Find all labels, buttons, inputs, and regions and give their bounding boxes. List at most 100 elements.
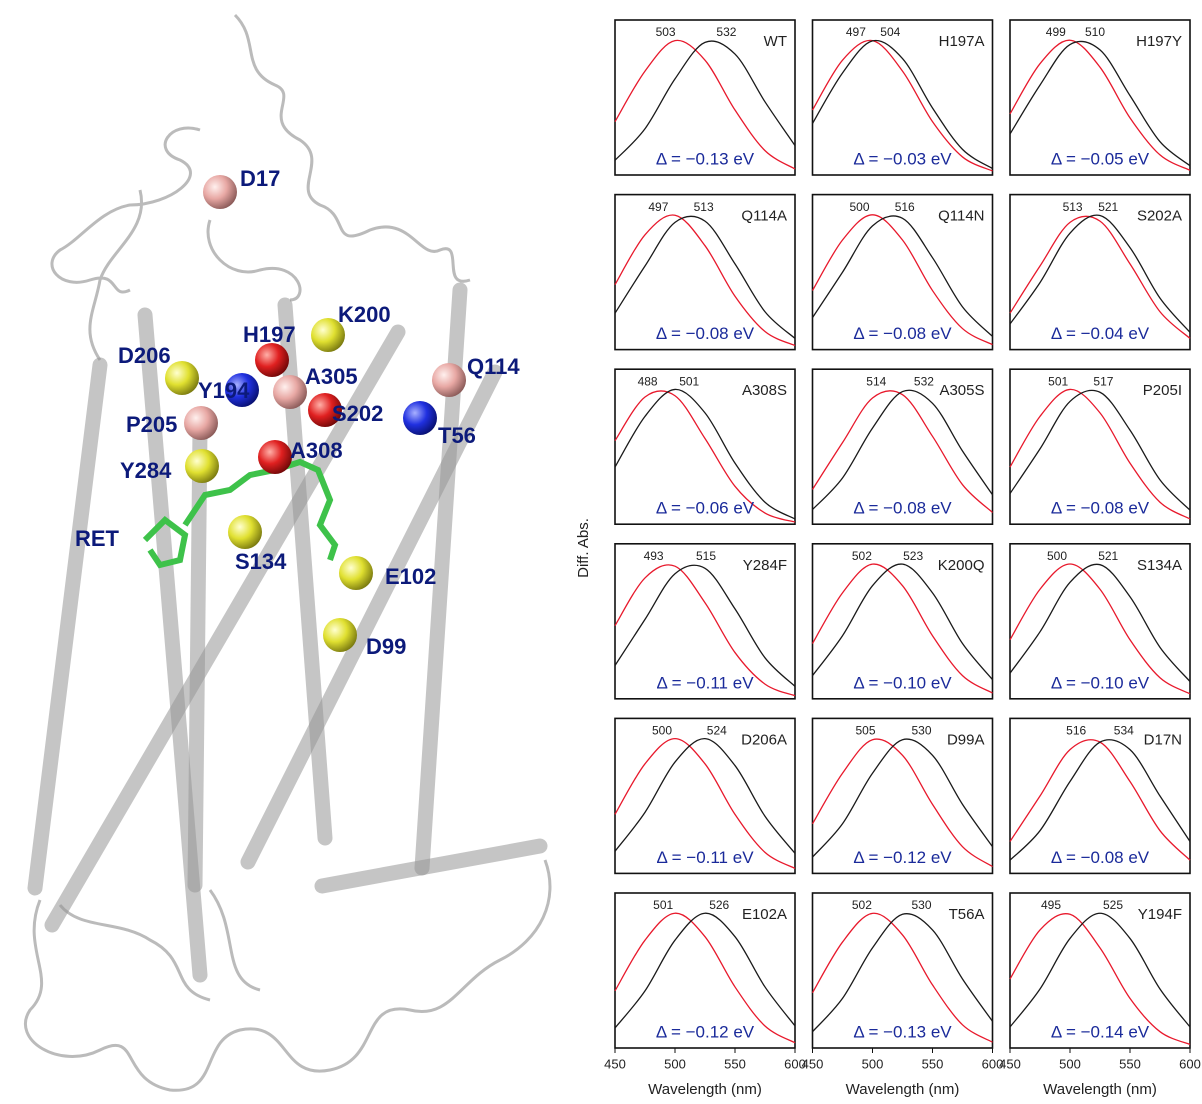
- peak-label: 521: [1098, 549, 1118, 563]
- delta-annotation: Δ = −0.12 eV: [853, 848, 952, 867]
- panel-title: K200Q: [938, 557, 985, 574]
- spectrum-line: [615, 41, 795, 160]
- peak-label: 500: [652, 724, 672, 738]
- panel-title: WT: [764, 33, 787, 50]
- peak-label: 499: [1046, 25, 1066, 39]
- residue-label: D17: [240, 166, 280, 191]
- peak-label: 513: [694, 200, 714, 214]
- residue-label: Q114: [467, 354, 520, 379]
- y-axis-label: Diff. Abs.: [575, 518, 592, 578]
- delta-annotation: Δ = −0.11 eV: [656, 848, 754, 867]
- residue-sphere: [273, 375, 307, 409]
- x-tick-label: 550: [1119, 1056, 1141, 1071]
- delta-annotation: Δ = −0.08 eV: [853, 324, 952, 343]
- delta-annotation: Δ = −0.03 eV: [853, 149, 952, 168]
- residue-label: Y194: [198, 378, 250, 403]
- peak-label: 510: [1085, 25, 1105, 39]
- peak-label: 534: [1114, 724, 1134, 738]
- spectrum-line: [813, 391, 993, 513]
- x-tick-label: 450: [604, 1056, 626, 1071]
- panel-title: A305S: [939, 382, 984, 399]
- x-axis-label: Wavelength (nm): [1043, 1081, 1157, 1098]
- panel: 503532WTΔ = −0.13 eV: [615, 20, 795, 175]
- delta-annotation: Δ = −0.13 eV: [853, 1022, 952, 1041]
- peak-label: 532: [914, 374, 934, 388]
- x-tick-label: 500: [664, 1056, 686, 1071]
- spectrum-line: [615, 216, 795, 338]
- x-tick-label: 450: [802, 1056, 824, 1071]
- delta-annotation: Δ = −0.10 eV: [1051, 673, 1150, 692]
- delta-annotation: Δ = −0.10 eV: [853, 673, 952, 692]
- protein-structure: [25, 15, 550, 1090]
- delta-annotation: Δ = −0.05 eV: [1051, 149, 1150, 168]
- panel: 499 510 H197Y Δ = −0.05 eV: [1010, 20, 1190, 175]
- peak-label: 514: [866, 374, 886, 388]
- panel-title: H197Y: [1136, 33, 1182, 50]
- x-axis-label: Wavelength (nm): [846, 1081, 960, 1098]
- panel: 516534D17NΔ = −0.08 eV: [1010, 718, 1190, 873]
- residue-label: Y284: [120, 458, 172, 483]
- peak-label: 501: [653, 898, 673, 912]
- residue-sphere: [255, 343, 289, 377]
- peak-label: 500: [849, 200, 869, 214]
- delta-annotation: Δ = −0.08 eV: [1051, 848, 1150, 867]
- delta-annotation: Δ = −0.14 eV: [1051, 1022, 1150, 1041]
- delta-annotation: Δ = −0.06 eV: [656, 499, 755, 518]
- peak-label: 497: [846, 25, 866, 39]
- panel-title: A308S: [742, 382, 787, 399]
- residue-label: E102: [385, 564, 436, 589]
- spectrum-line: [615, 565, 795, 686]
- spectrum-line: [813, 564, 993, 680]
- residue-label: D99: [366, 634, 406, 659]
- panel-title: Q114A: [741, 208, 787, 225]
- peak-label: 513: [1063, 200, 1083, 214]
- residue-label: S202: [332, 401, 383, 426]
- peak-label: 523: [903, 549, 923, 563]
- residue-label: K200: [338, 302, 391, 327]
- panel: 513521S202AΔ = −0.04 eV: [1010, 195, 1190, 350]
- spectrum-line: [813, 216, 993, 336]
- x-tick-label: 450: [999, 1056, 1021, 1071]
- peak-label: 488: [638, 374, 658, 388]
- panel-title: Y284F: [743, 557, 787, 574]
- panel-title: Y194F: [1138, 906, 1182, 923]
- peak-label: 501: [1048, 374, 1068, 388]
- residue-label: H197: [243, 322, 296, 347]
- peak-label: 493: [644, 549, 664, 563]
- panel: 497513Q114AΔ = −0.08 eV: [615, 195, 795, 350]
- x-tick-label: 500: [1059, 1056, 1081, 1071]
- panel: 500521S134AΔ = −0.10 eV: [1010, 544, 1190, 699]
- x-tick-label: 550: [922, 1056, 944, 1071]
- peak-label: 495: [1041, 898, 1061, 912]
- delta-annotation: Δ = −0.12 eV: [656, 1022, 755, 1041]
- residue-sphere: [339, 556, 373, 590]
- panel: 502530T56AΔ = −0.13 eV450500550600Wavele…: [802, 893, 1004, 1098]
- panel-title: H197A: [939, 33, 985, 50]
- peak-label: 505: [855, 724, 875, 738]
- spectrum-line: [813, 390, 993, 509]
- panel: 497504H197AΔ = −0.03 eV: [813, 20, 993, 175]
- residue-label: P205: [126, 412, 177, 437]
- peak-label: 530: [912, 898, 932, 912]
- delta-annotation: Δ = −0.08 eV: [1051, 499, 1150, 518]
- delta-annotation: Δ = −0.11 eV: [656, 673, 754, 692]
- peak-label: 526: [709, 898, 729, 912]
- residue-label: D206: [118, 343, 171, 368]
- peak-label: 497: [648, 200, 668, 214]
- residue-label: T56: [438, 423, 476, 448]
- spectrum-line: [1010, 913, 1190, 1027]
- helix: [322, 846, 540, 886]
- delta-annotation: Δ = −0.08 eV: [853, 499, 952, 518]
- peak-label: 530: [912, 724, 932, 738]
- page: {"structure": {"labels": ["D17", "K200",…: [0, 0, 1202, 1099]
- peak-label: 521: [1098, 200, 1118, 214]
- residue-sphere: [185, 449, 219, 483]
- spectrum-line: [615, 739, 795, 854]
- x-tick-label: 500: [862, 1056, 884, 1071]
